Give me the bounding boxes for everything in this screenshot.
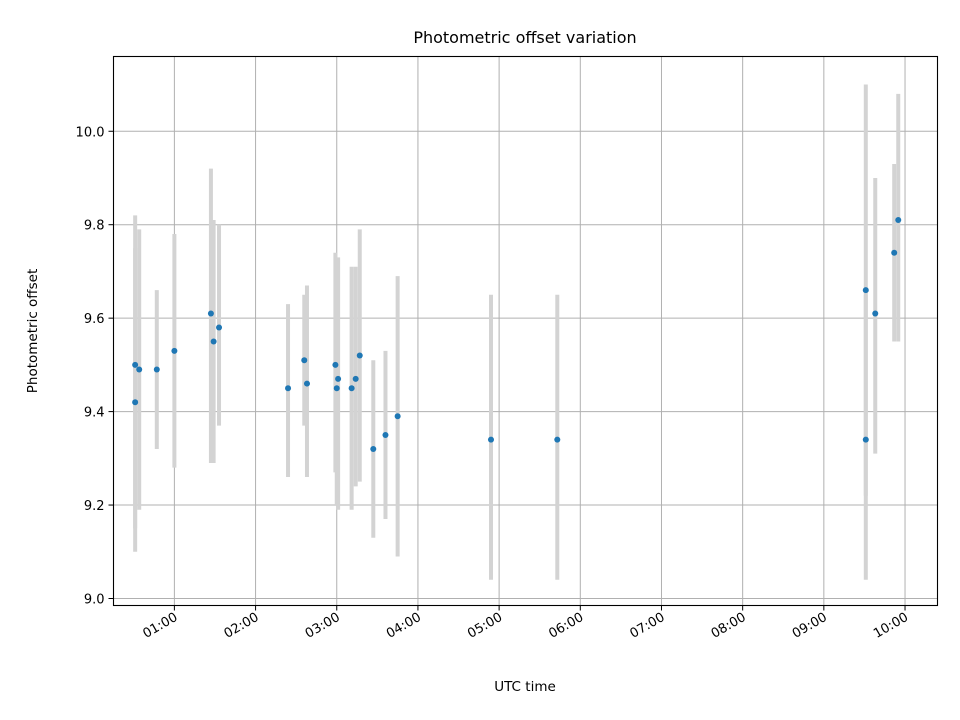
data-point xyxy=(301,357,308,364)
data-point xyxy=(132,361,139,368)
data-point xyxy=(356,352,363,359)
point-layer xyxy=(132,217,902,452)
data-point xyxy=(153,366,160,373)
y-tick-label: 9.8 xyxy=(84,219,105,234)
data-point xyxy=(382,431,389,438)
y-axis-label: Photometric offset xyxy=(25,269,41,393)
x-tick-label: 01:00 xyxy=(140,610,180,642)
data-point xyxy=(210,338,217,345)
data-point xyxy=(333,385,340,392)
data-point xyxy=(348,385,355,392)
chart-title: Photometric offset variation xyxy=(413,28,636,47)
data-point xyxy=(335,375,342,382)
data-point xyxy=(136,366,143,373)
data-point xyxy=(862,287,869,294)
data-point xyxy=(895,217,902,224)
data-point xyxy=(207,310,214,317)
x-tick-label: 09:00 xyxy=(790,610,830,642)
data-point xyxy=(332,361,339,368)
y-tick-label: 10.0 xyxy=(76,125,105,140)
x-tick-label: 05:00 xyxy=(465,610,505,642)
data-point xyxy=(171,347,178,354)
data-point xyxy=(285,385,292,392)
data-point xyxy=(132,399,139,406)
x-tick-label: 07:00 xyxy=(628,610,668,642)
data-point xyxy=(487,436,494,443)
data-point xyxy=(862,436,869,443)
x-axis-label: UTC time xyxy=(494,679,556,695)
data-point xyxy=(303,380,310,387)
x-tick-label: 08:00 xyxy=(709,610,749,642)
data-point xyxy=(394,413,401,420)
data-point xyxy=(872,310,879,317)
x-tick-label: 02:00 xyxy=(222,610,262,642)
plot-frame xyxy=(112,55,939,607)
y-tick-label: 9.4 xyxy=(84,406,105,421)
grid-layer xyxy=(113,56,938,606)
data-point xyxy=(891,249,898,256)
y-tick-label: 9.2 xyxy=(84,499,105,514)
x-tick-label: 10:00 xyxy=(871,610,911,642)
x-axis-ticks: 01:00 02:00 03:00 04:00 05:00 06:00 07:00 08:00… xyxy=(140,605,911,642)
data-point xyxy=(352,375,359,382)
data-point xyxy=(554,436,561,443)
y-tick-label: 9.6 xyxy=(84,312,105,327)
data-point xyxy=(216,324,223,331)
y-axis-ticks: 9.0 9.2 9.4 9.6 9.8 10.0 xyxy=(76,125,114,607)
x-tick-label: 06:00 xyxy=(546,610,586,642)
x-tick-label: 03:00 xyxy=(303,610,343,642)
data-point xyxy=(370,445,377,452)
y-tick-label: 9.0 xyxy=(84,592,105,607)
x-tick-label: 04:00 xyxy=(384,610,424,642)
